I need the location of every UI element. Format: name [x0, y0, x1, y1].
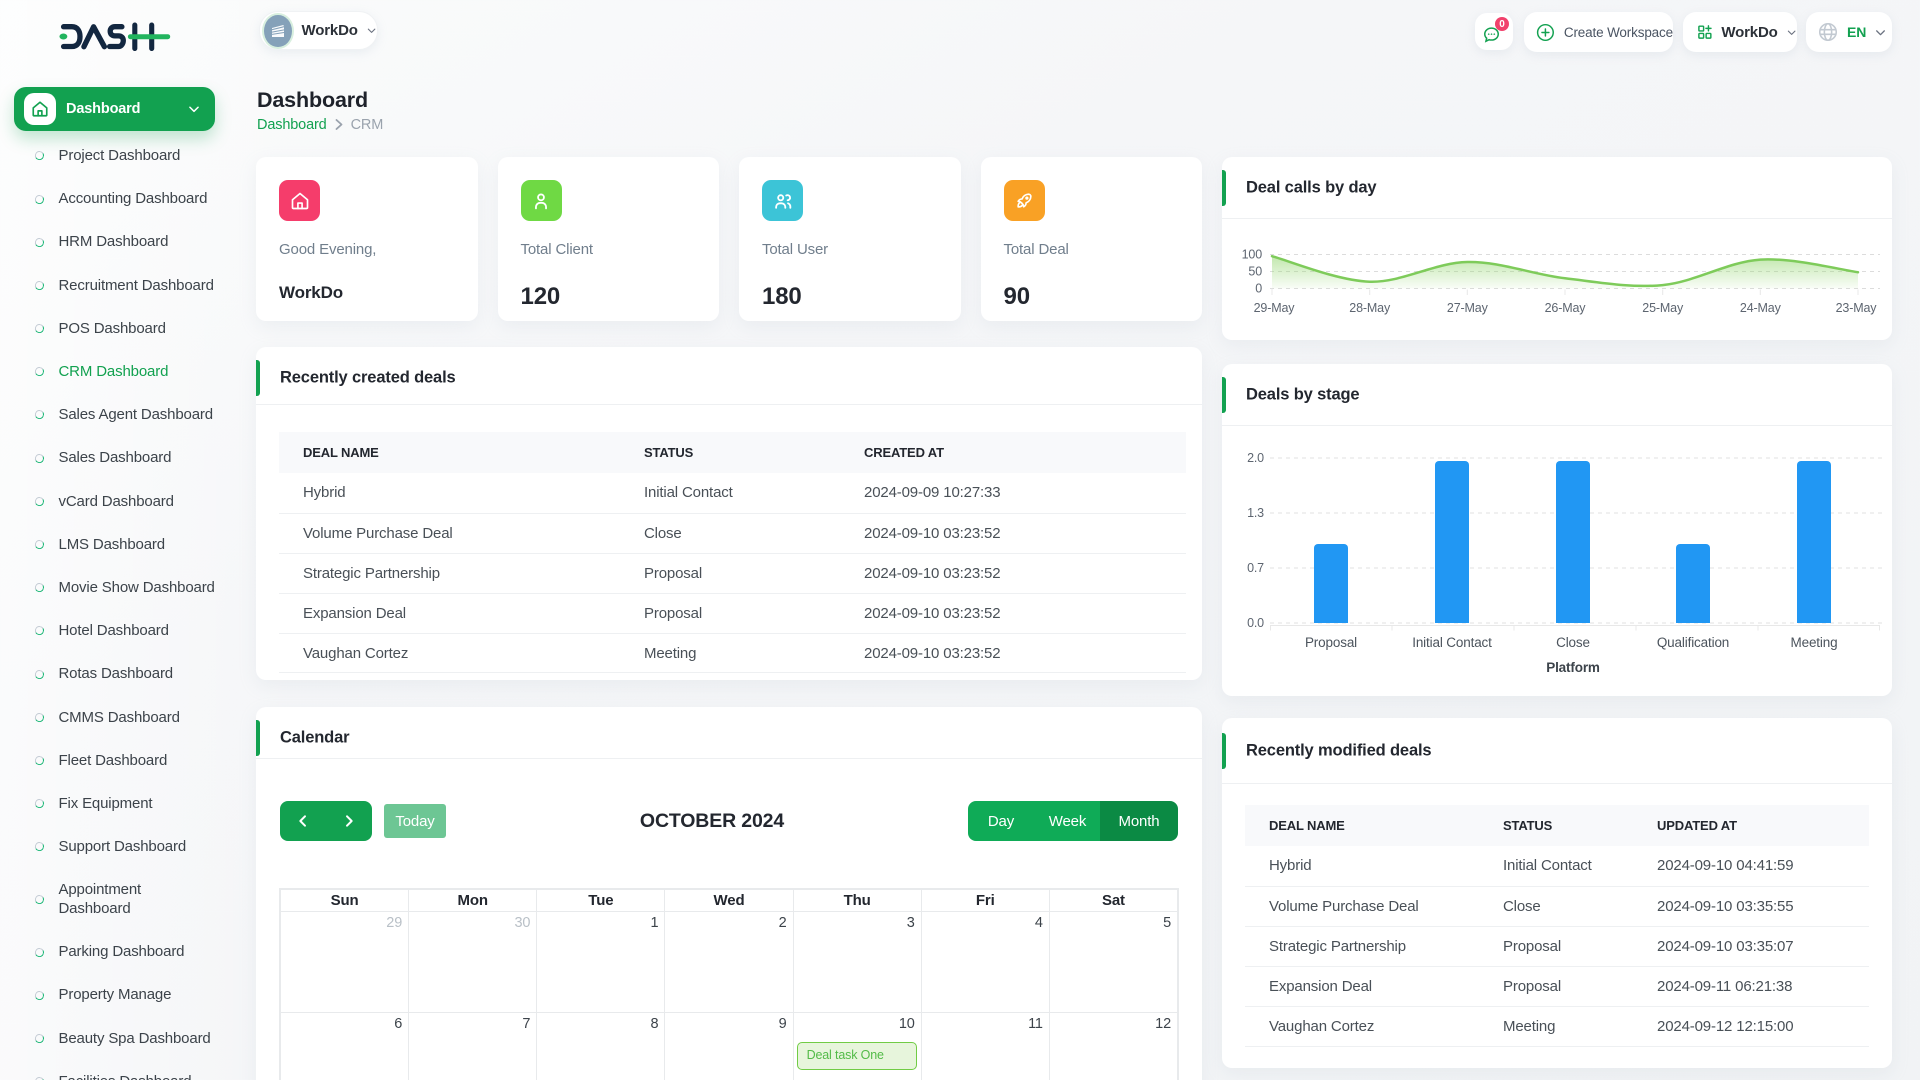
svg-text:50: 50	[1248, 265, 1262, 279]
svg-text:Initial Contact: Initial Contact	[1412, 635, 1492, 650]
svg-text:28-May: 28-May	[1349, 301, 1391, 315]
svg-text:0: 0	[1255, 282, 1262, 296]
svg-text:100: 100	[1242, 248, 1263, 262]
svg-text:0.0: 0.0	[1247, 616, 1264, 630]
svg-text:1.3: 1.3	[1247, 506, 1264, 520]
svg-text:23-May: 23-May	[1836, 301, 1878, 315]
svg-text:0.7: 0.7	[1247, 561, 1264, 575]
svg-text:Qualification: Qualification	[1657, 635, 1729, 650]
svg-text:Proposal: Proposal	[1305, 635, 1357, 650]
svg-text:25-May: 25-May	[1642, 301, 1684, 315]
svg-text:27-May: 27-May	[1447, 301, 1489, 315]
svg-text:26-May: 26-May	[1545, 301, 1587, 315]
svg-text:Close: Close	[1556, 635, 1590, 650]
svg-text:24-May: 24-May	[1740, 301, 1782, 315]
svg-text:2.0: 2.0	[1247, 451, 1264, 465]
svg-text:Platform: Platform	[1546, 660, 1600, 675]
svg-text:29-May: 29-May	[1254, 301, 1296, 315]
svg-text:Meeting: Meeting	[1791, 635, 1838, 650]
